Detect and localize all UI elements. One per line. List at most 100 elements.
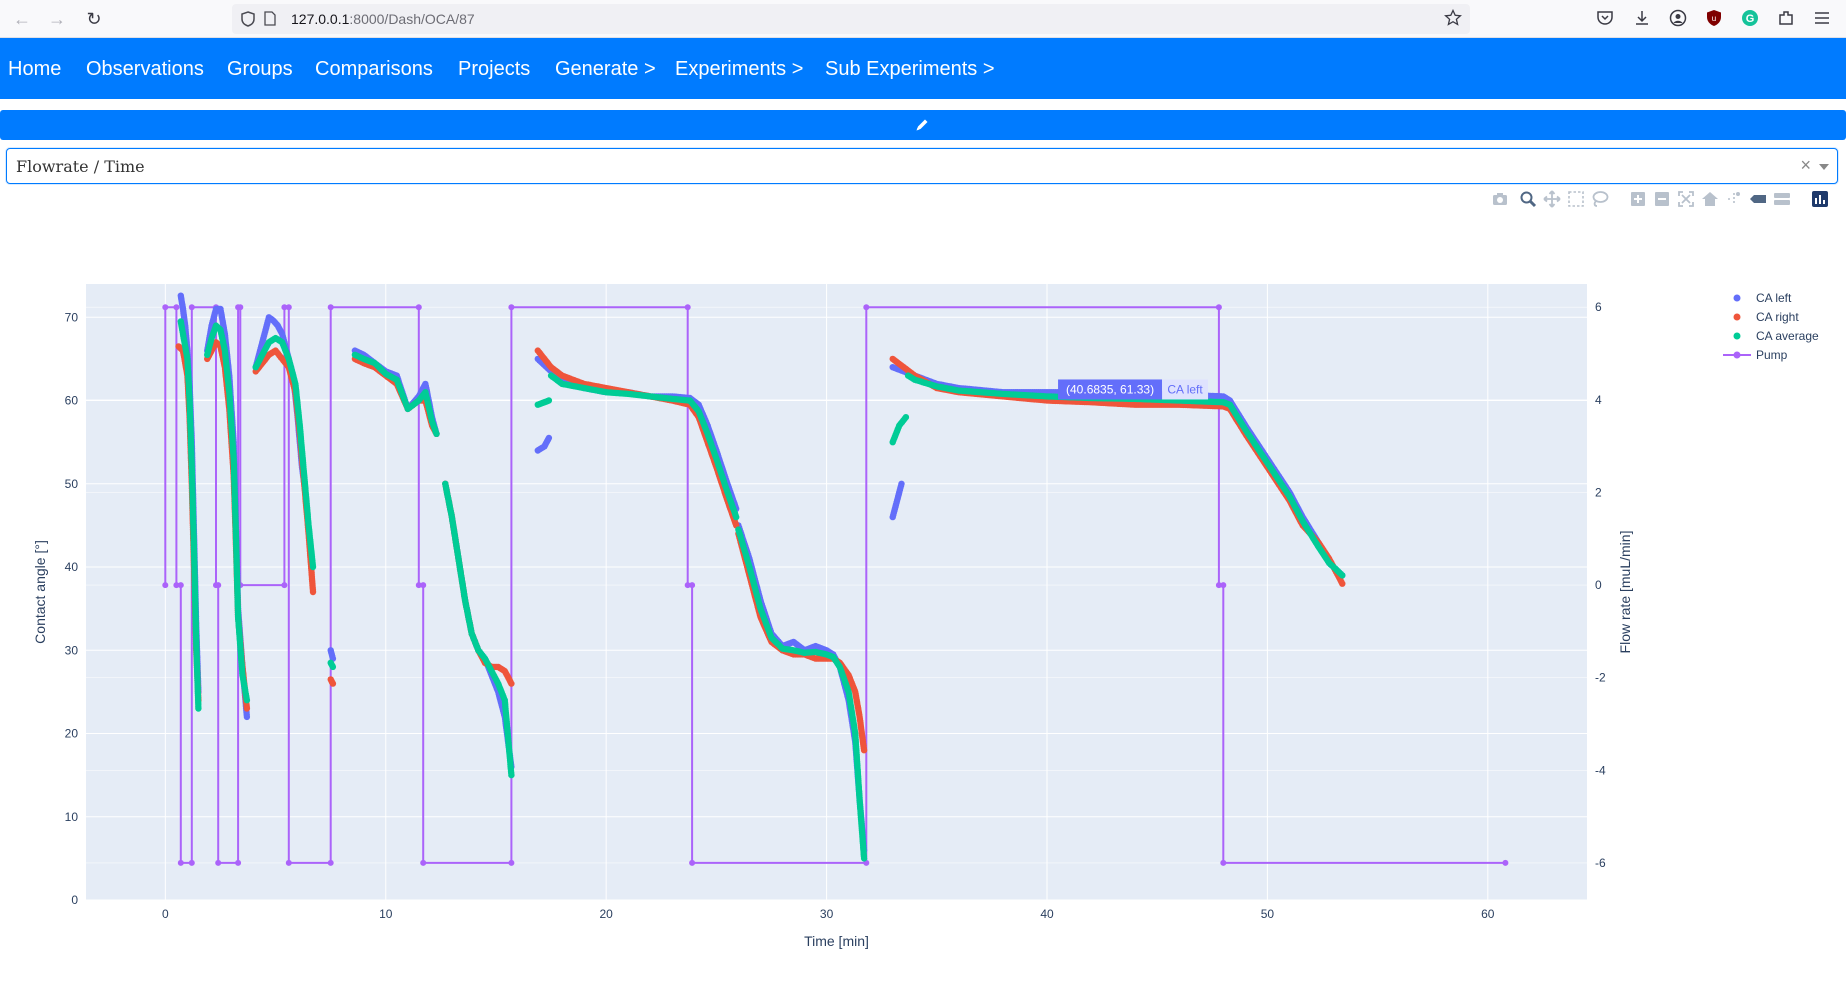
pump-point[interactable] (235, 859, 242, 866)
autoscale-icon[interactable] (1676, 189, 1696, 209)
pump-point[interactable] (285, 859, 292, 866)
pump-point[interactable] (415, 304, 422, 311)
pan-icon[interactable] (1542, 189, 1562, 209)
data-point[interactable] (860, 855, 868, 862)
pump-point[interactable] (508, 859, 515, 866)
legend-item[interactable]: CA left (1733, 291, 1793, 305)
page-icon[interactable] (264, 11, 276, 26)
legend-item[interactable]: CA average (1733, 329, 1820, 343)
nav-groups[interactable]: Groups (227, 58, 293, 80)
x-tick-label: 50 (1261, 907, 1275, 921)
pump-point[interactable] (281, 582, 288, 589)
clear-icon[interactable]: × (1800, 155, 1811, 175)
pump-point[interactable] (420, 859, 427, 866)
pump-point[interactable] (188, 859, 195, 866)
pump-point[interactable] (415, 582, 422, 589)
pump-point[interactable] (508, 304, 515, 311)
box-select-icon[interactable] (1566, 189, 1586, 209)
data-point[interactable] (329, 663, 337, 671)
data-point[interactable] (898, 480, 905, 487)
pump-point[interactable] (1220, 582, 1227, 589)
data-point[interactable] (433, 430, 440, 437)
download-icon[interactable] (1632, 8, 1652, 28)
address-bar[interactable]: 127.0.0.1:8000/Dash/OCA/87 (232, 4, 1470, 34)
pump-point[interactable] (285, 304, 292, 311)
data-point[interactable] (1339, 580, 1346, 587)
back-arrow-icon[interactable]: ← (13, 9, 31, 29)
shield-icon[interactable] (241, 11, 255, 27)
pump-point[interactable] (173, 582, 180, 589)
data-point[interactable] (329, 680, 337, 687)
plot-type-select[interactable]: Flowrate / Time × (6, 148, 1838, 184)
data-point[interactable] (195, 705, 202, 712)
url-text[interactable]: 127.0.0.1:8000/Dash/OCA/87 (291, 11, 475, 27)
pump-point[interactable] (1220, 859, 1227, 866)
data-point[interactable] (860, 747, 868, 754)
zoom-in-icon[interactable] (1628, 189, 1648, 209)
pump-point[interactable] (684, 304, 691, 311)
pump-point[interactable] (162, 304, 169, 311)
hover-compare-icon[interactable] (1772, 189, 1792, 209)
lasso-icon[interactable] (1590, 189, 1610, 209)
pump-point[interactable] (863, 304, 870, 311)
ublock-icon[interactable]: u (1704, 8, 1724, 28)
legend-item[interactable]: CA right (1733, 310, 1800, 324)
pump-point[interactable] (327, 859, 334, 866)
data-point[interactable] (243, 697, 251, 704)
pump-point[interactable] (1215, 582, 1222, 589)
data-point[interactable] (508, 771, 515, 779)
forward-arrow-icon[interactable]: → (48, 9, 66, 29)
pump-point[interactable] (684, 582, 691, 589)
pump-point[interactable] (177, 582, 184, 589)
pump-point[interactable] (689, 582, 696, 589)
nav-comparisons[interactable]: Comparisons (315, 58, 433, 80)
pump-point[interactable] (327, 304, 334, 311)
data-point[interactable] (733, 513, 740, 521)
data-point[interactable] (902, 414, 910, 421)
reset-axes-icon[interactable] (1700, 189, 1720, 209)
pump-point[interactable] (215, 859, 222, 866)
nav-observations[interactable]: Observations (86, 58, 204, 80)
zoom-out-icon[interactable] (1652, 189, 1672, 209)
nav-projects[interactable]: Projects (458, 58, 531, 80)
nav-sub-experiments[interactable]: Sub Experiments > (825, 58, 995, 80)
pump-point[interactable] (237, 304, 244, 311)
pump-point[interactable] (188, 304, 195, 311)
pump-point[interactable] (1215, 304, 1222, 311)
nav-generate[interactable]: Generate > (555, 58, 656, 80)
plotly-logo-icon[interactable] (1810, 189, 1830, 209)
legend-item[interactable]: Pump (1723, 348, 1788, 362)
extensions-icon[interactable] (1776, 8, 1796, 28)
pump-point[interactable] (420, 582, 427, 589)
edit-button[interactable] (0, 110, 1846, 140)
nav-experiments[interactable]: Experiments > (675, 58, 804, 80)
chart-svg[interactable]: 0 10 20 30 40 50 60 0 10 20 30 40 50 60 70 -6 -4 -2 0 2 4 6 Ti… (0, 210, 1846, 970)
data-point[interactable] (545, 397, 553, 404)
data-point[interactable] (545, 434, 553, 442)
hover-closest-icon[interactable] (1748, 189, 1768, 209)
spike-lines-icon[interactable] (1724, 189, 1744, 209)
bookmark-star-icon[interactable] (1444, 9, 1462, 27)
camera-icon[interactable] (1490, 189, 1510, 209)
chevron-down-icon[interactable] (1819, 164, 1829, 170)
nav-home[interactable]: Home (8, 58, 62, 80)
data-point[interactable] (309, 588, 317, 596)
reload-icon[interactable]: ↻ (86, 9, 102, 29)
pump-point[interactable] (162, 582, 169, 589)
menu-icon[interactable] (1812, 8, 1832, 28)
pump-point[interactable] (281, 304, 288, 311)
pump-point[interactable] (173, 304, 180, 311)
account-icon[interactable] (1668, 8, 1688, 28)
data-point[interactable] (508, 680, 515, 687)
pump-point[interactable] (215, 582, 222, 589)
data-point[interactable] (1339, 572, 1346, 579)
pump-point[interactable] (1502, 859, 1509, 866)
data-point[interactable] (243, 713, 251, 721)
data-point[interactable] (243, 705, 251, 712)
pocket-icon[interactable] (1595, 8, 1615, 28)
grammarly-icon[interactable]: G (1740, 8, 1760, 28)
data-point[interactable] (309, 563, 317, 571)
zoom-icon[interactable] (1518, 189, 1538, 209)
pump-point[interactable] (689, 859, 696, 866)
pump-point[interactable] (177, 859, 184, 866)
